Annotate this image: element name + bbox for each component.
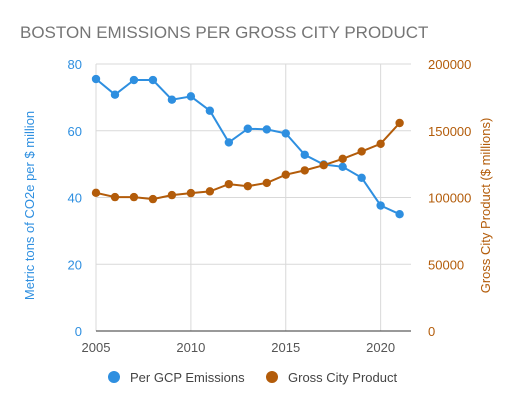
axes: 0 0 20 50000 40 100000 60 150000 80 200000 2005 201…: [22, 57, 493, 355]
legend-marker: [108, 371, 120, 383]
legend-item: Per GCP Emissions: [108, 370, 245, 385]
data-point: [110, 90, 120, 99]
data-point: [148, 75, 158, 85]
series-line: [95, 78, 401, 216]
data-point: [110, 192, 120, 202]
data-point: [281, 129, 290, 138]
legend: Per GCP Emissions Gross City Product: [108, 370, 397, 385]
data-point: [167, 95, 177, 104]
y-right-tick-label: 100000: [428, 191, 471, 206]
data-point: [243, 124, 253, 133]
x-tick-label: 2010: [176, 340, 205, 355]
grid-lines: [95, 63, 411, 331]
y-left-axis-title: Metric tons of CO2e per $ million: [22, 111, 37, 300]
data-point: [319, 160, 328, 170]
series-group: [91, 74, 404, 219]
data-point: [262, 178, 271, 188]
data-point: [395, 209, 404, 219]
y-right-tick-label: 50000: [428, 257, 464, 272]
data-point: [376, 201, 385, 210]
chart-title: BOSTON EMISSIONS PER GROSS CITY PRODUCT: [20, 23, 428, 42]
data-point: [243, 181, 253, 191]
data-point: [91, 188, 101, 198]
data-point: [148, 194, 158, 204]
y-left-tick-label: 60: [68, 124, 82, 139]
series-per-gcp-emissions: [91, 74, 404, 219]
data-point: [224, 138, 234, 147]
series-gross-city-product: [91, 118, 404, 204]
y-right-tick-label: 150000: [428, 124, 471, 139]
data-point: [281, 170, 290, 179]
y-left-tick-label: 20: [68, 257, 82, 272]
data-point: [262, 125, 271, 134]
data-point: [186, 188, 196, 198]
data-point: [300, 166, 309, 175]
data-point: [129, 75, 139, 85]
data-point: [129, 192, 139, 202]
x-tick-label: 2005: [82, 340, 111, 355]
data-point: [224, 179, 234, 189]
y-left-tick-label: 40: [68, 191, 82, 206]
data-point: [357, 147, 366, 156]
legend-item: Gross City Product: [266, 370, 397, 385]
data-point: [205, 106, 215, 115]
data-point: [91, 74, 101, 84]
y-right-tick-label: 0: [428, 324, 435, 339]
x-tick-label: 2015: [271, 340, 300, 355]
y-left-tick-label: 80: [68, 57, 82, 72]
data-point: [300, 150, 309, 159]
y-left-tick-label: 0: [75, 324, 82, 339]
y-right-axis-title: Gross City Product ($ millions): [478, 118, 493, 294]
data-point: [338, 162, 347, 171]
y-right-tick-label: 200000: [428, 57, 471, 72]
legend-label: Per GCP Emissions: [130, 370, 245, 385]
x-tick-label: 2020: [366, 340, 395, 355]
data-point: [395, 118, 404, 128]
data-point: [167, 190, 177, 200]
data-point: [186, 92, 196, 101]
data-point: [357, 173, 366, 183]
data-point: [376, 139, 385, 149]
data-point: [205, 187, 215, 196]
legend-label: Gross City Product: [288, 370, 397, 385]
data-point: [338, 154, 347, 163]
legend-marker: [266, 371, 278, 383]
